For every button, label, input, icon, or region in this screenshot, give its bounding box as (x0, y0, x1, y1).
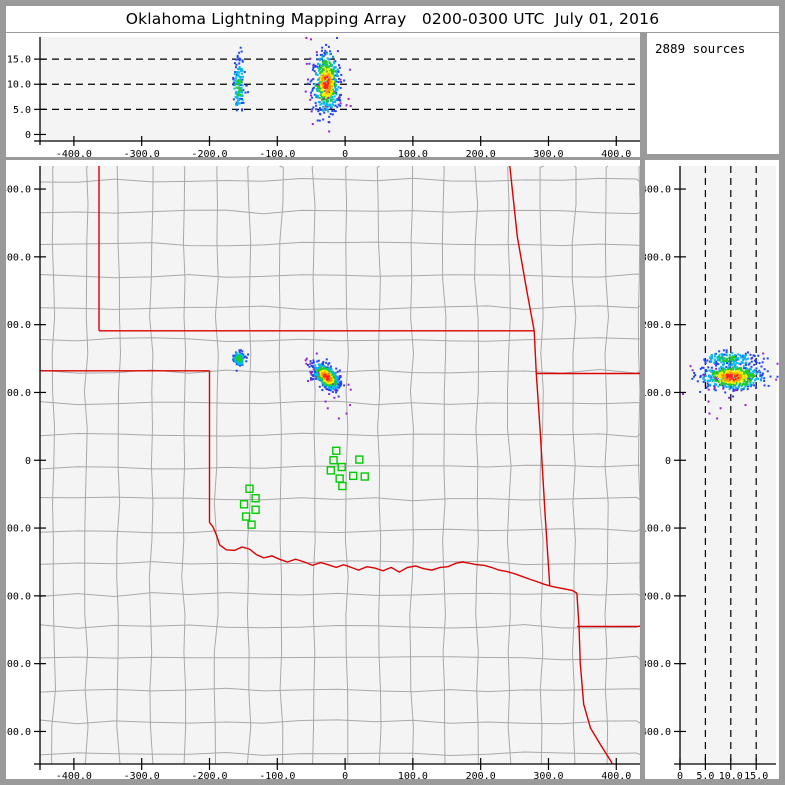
station-marker (349, 471, 358, 481)
axis-tick-label: -100.0 (259, 149, 295, 157)
axis-tick-label: 0 (665, 456, 671, 467)
axis-tick-label: 0 (342, 149, 348, 157)
axis-tick-label: 200.0 (466, 149, 496, 157)
axis-tick-label: 5.0 (13, 105, 31, 116)
lightning-sources-ew (232, 37, 352, 133)
axis-tick-label: 400.0 (601, 771, 631, 779)
axis-tick-label: 300.0 (533, 149, 563, 157)
axis-tick-label: -300.0 (645, 659, 671, 670)
station-marker (251, 505, 260, 514)
axis-tick-label: -400.0 (56, 771, 92, 779)
ns-plot-area (680, 166, 776, 764)
axis-tick-label: -300.0 (124, 149, 160, 157)
station-marker (332, 446, 341, 455)
plan-view-map-plot: 400.0 300.0 200.0 100.0 0 -100.0 -200.0 -300.0 -… (6, 165, 640, 779)
sources-count-label: 2889 sources (655, 41, 746, 56)
station-marker (247, 520, 256, 529)
ew-plot-area (40, 37, 640, 141)
axis-tick-label: 5.0 (696, 771, 714, 779)
axis-tick-label: -200.0 (191, 149, 227, 157)
axis-tick-label: 200.0 (466, 771, 496, 779)
county-borders-layer (39, 165, 640, 765)
east-west-altitude-plot: 0 5.0 10.0 15.0 -400.0 -300.0 -200.0 -100.0 0 100… (7, 37, 640, 157)
north-south-altitude-plot: 400.0 300.0 200.0 100.0 0 -100.0 -200.0 -300.0 -… (645, 166, 779, 779)
axis-tick-label: -100.0 (6, 524, 31, 535)
station-marker (338, 481, 347, 491)
axis-tick-label: 300.0 (533, 771, 563, 779)
axis-tick-label: 400.0 (6, 185, 31, 196)
station-marker (245, 484, 254, 493)
axis-tick-label: 100.0 (398, 149, 428, 157)
axis-tick-label: -300.0 (6, 659, 31, 670)
north-south-altitude-panel: 400.0 300.0 200.0 100.0 0 -100.0 -200.0 -300.0 -… (645, 160, 779, 779)
plan-view-map-panel: 400.0 300.0 200.0 100.0 0 -100.0 -200.0 -300.0 -… (6, 160, 640, 779)
axis-tick-label: 0 (25, 456, 31, 467)
axis-tick-label: -100.0 (259, 771, 295, 779)
east-west-altitude-panel: 0 5.0 10.0 15.0 -400.0 -300.0 -200.0 -100.0 0 100… (6, 33, 640, 157)
station-marker (251, 494, 260, 503)
lightning-sources-plan (232, 349, 352, 420)
altitude-gridlines (40, 58, 640, 110)
axis-tick-label: 300.0 (6, 252, 31, 263)
axis-tick-label: 200.0 (645, 320, 671, 331)
axis-tick-label: -200.0 (191, 771, 227, 779)
title-bar: Oklahoma Lightning Mapping Array 0200-03… (6, 6, 779, 32)
page-title: Oklahoma Lightning Mapping Array 0200-03… (125, 10, 660, 28)
axis-tick-label: 10.0 (719, 771, 743, 779)
station-marker (360, 472, 369, 481)
axis-tick-label: -400.0 (56, 149, 92, 157)
axis-tick-label: 300.0 (645, 252, 671, 263)
station-marker (239, 500, 249, 509)
station-marker (355, 455, 364, 464)
sources-count-panel: 2889 sources (647, 33, 779, 154)
axis-tick-label: 400.0 (645, 185, 671, 196)
axis-tick-label: 200.0 (6, 320, 31, 331)
axis-tick-label: 0 (677, 771, 683, 779)
station-marker (326, 466, 336, 475)
state-borders-layer (40, 165, 640, 764)
axis-tick-label: 15.0 (7, 55, 31, 66)
axis-tick-label: 10.0 (7, 80, 31, 91)
axis-tick-label: 0 (342, 771, 348, 779)
lightning-sources-ns (682, 349, 779, 420)
axis-tick-label: -400.0 (645, 727, 671, 738)
station-marker (241, 512, 251, 521)
altitude-gridlines (704, 166, 757, 764)
station-marker (329, 456, 338, 465)
axis-tick-label: 400.0 (601, 149, 631, 157)
axis-tick-label: 15.0 (744, 771, 768, 779)
axis-tick-label: 0 (25, 130, 31, 141)
axis-tick-label: -200.0 (645, 591, 671, 602)
axis-tick-label: -400.0 (6, 727, 31, 738)
axis-tick-label: 100.0 (645, 388, 671, 399)
axis-tick-label: 100.0 (6, 388, 31, 399)
axis-tick-label: -200.0 (6, 591, 31, 602)
axis-tick-label: 100.0 (398, 771, 428, 779)
axis-tick-label: -300.0 (124, 771, 160, 779)
axis-tick-label: -100.0 (645, 524, 671, 535)
station-marker (337, 462, 346, 472)
lma-stations-layer (239, 446, 369, 529)
